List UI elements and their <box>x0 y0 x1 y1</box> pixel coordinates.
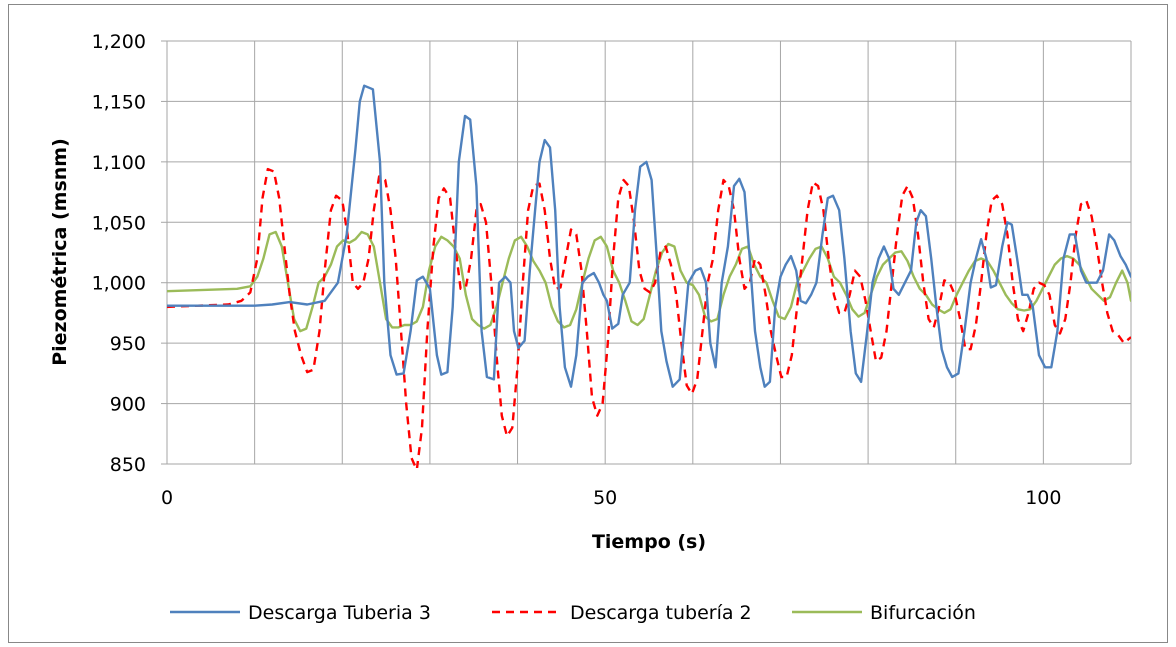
x-axis-title: Tiempo (s) <box>592 531 706 553</box>
legend-label-3: Bifurcación <box>870 602 976 624</box>
legend-label-2: Descarga tubería 2 <box>570 602 752 624</box>
y-tick-label: 950 <box>110 333 146 355</box>
legend-label-1: Descarga Tuberia 3 <box>248 602 431 624</box>
series-line-3 <box>167 230 1131 333</box>
y-axis-title: Piezométrica (msnm) <box>49 138 71 366</box>
y-tick-label: 1,000 <box>92 273 146 295</box>
y-tick-label: 850 <box>110 454 146 476</box>
series-line-1 <box>167 84 1131 388</box>
y-tick-label: 1,150 <box>92 91 146 113</box>
y-tick-label: 1,050 <box>92 212 146 234</box>
series-line-2 <box>167 167 1131 468</box>
x-axis-ticks: 0 50 100 <box>161 487 1062 509</box>
y-tick-label: 1,200 <box>92 31 146 53</box>
chart-frame <box>8 4 1168 643</box>
y-axis-ticks: 850 900 950 1,000 1,050 1,100 1,150 1,200 <box>92 31 146 476</box>
y-tick-label: 900 <box>110 394 146 416</box>
x-tick-label: 50 <box>593 487 617 509</box>
legend: Descarga Tuberia 3 Descarga tubería 2 Bifu… <box>170 602 976 624</box>
series-layer <box>167 84 1131 468</box>
plot-area <box>161 40 1131 465</box>
x-tick-label: 100 <box>1025 487 1061 509</box>
gridlines <box>167 40 1132 465</box>
x-tick-label: 0 <box>161 487 173 509</box>
y-tick-label: 1,100 <box>92 152 146 174</box>
